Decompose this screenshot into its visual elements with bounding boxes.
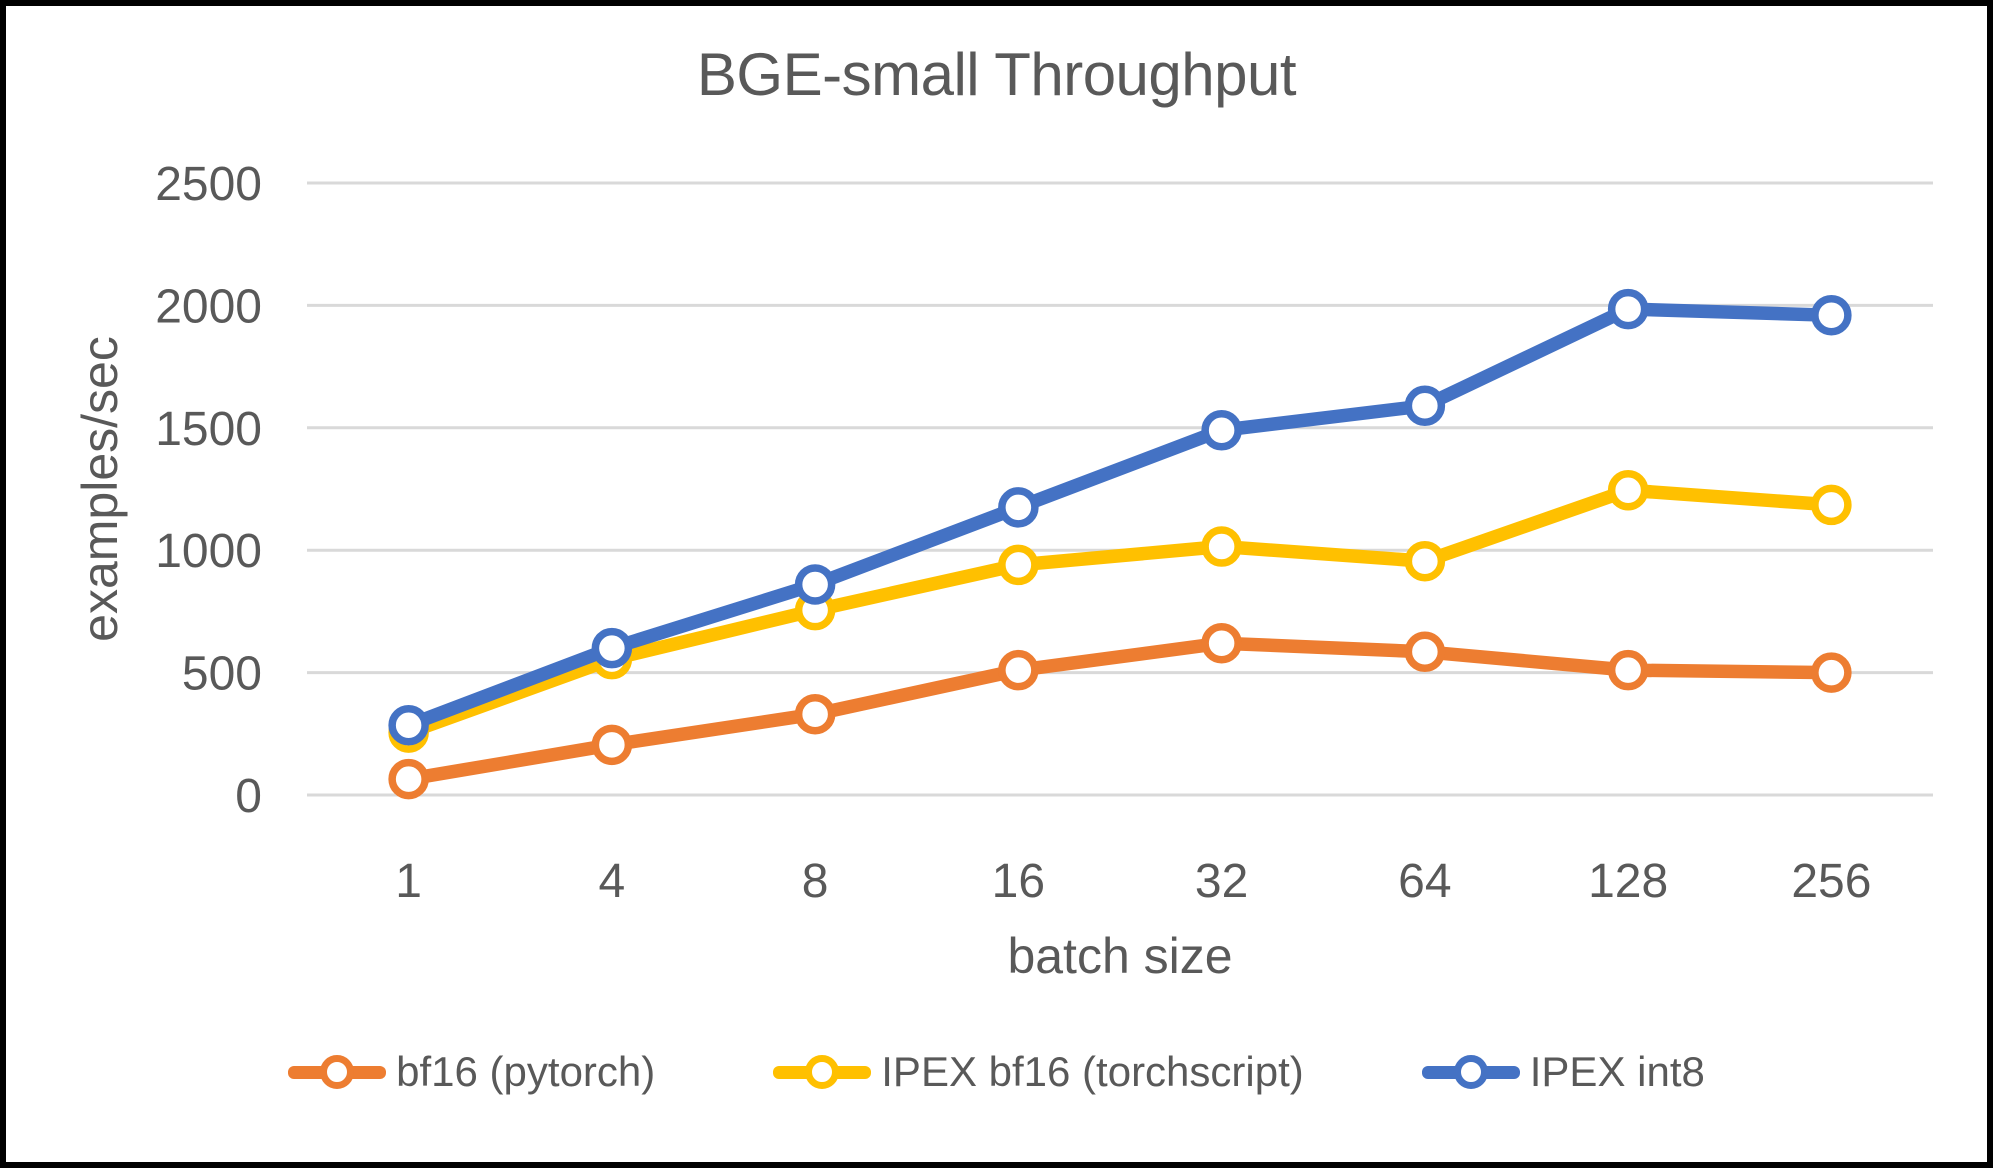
y-tick-label: 0 (235, 770, 262, 823)
legend-marker-icon (288, 1055, 387, 1089)
legend-item-ipex-bf16-torchscript: IPEX bf16 (torchscript) (773, 1048, 1304, 1096)
x-axis-title: batch size (1007, 928, 1233, 984)
series-line-ipex-bf16-torchscript (401, 483, 1839, 740)
y-tick-label: 1500 (155, 403, 262, 456)
data-point-bf16-pytorch (591, 724, 633, 766)
series-line-bf16-pytorch (401, 636, 1839, 786)
series-line-ipex-int8 (401, 302, 1839, 732)
data-point-ipex-int8 (1607, 288, 1649, 330)
data-point-bf16-pytorch (1811, 652, 1852, 693)
data-point-bf16-pytorch (388, 758, 429, 800)
data-point-ipex-bf16-torchscript (1201, 526, 1242, 567)
x-tick-label: 8 (802, 855, 829, 908)
y-tick-label: 500 (182, 648, 262, 701)
data-point-ipex-int8 (1201, 409, 1242, 451)
open-circle-icon (805, 1055, 840, 1089)
data-point-bf16-pytorch (1201, 622, 1242, 664)
x-tick-label: 4 (599, 855, 626, 908)
data-point-bf16-pytorch (794, 693, 836, 735)
x-tick-label: 1 (395, 855, 422, 908)
data-point-ipex-int8 (1811, 294, 1852, 336)
data-point-ipex-int8 (1404, 385, 1446, 427)
data-point-ipex-int8 (794, 564, 836, 605)
legend-label: IPEX int8 (1529, 1048, 1705, 1095)
open-circle-icon (320, 1055, 355, 1089)
x-tick-label: 256 (1791, 855, 1871, 908)
data-point-bf16-pytorch (1404, 631, 1446, 673)
legend-label: IPEX bf16 (torchscript) (881, 1048, 1304, 1095)
legend-marker-icon (1421, 1055, 1520, 1089)
data-point-ipex-int8 (591, 627, 633, 669)
chart-title: BGE-small Throughput (696, 41, 1297, 108)
x-tick-label: 64 (1398, 855, 1451, 908)
y-tick-label: 1000 (155, 525, 262, 578)
data-point-ipex-bf16-torchscript (1607, 469, 1649, 511)
data-point-bf16-pytorch (1607, 649, 1649, 691)
x-tick-label: 16 (992, 855, 1045, 908)
x-tick-label: 128 (1588, 855, 1668, 908)
data-point-ipex-bf16-torchscript (998, 544, 1039, 586)
legend-item-bf16-pytorch: bf16 (pytorch) (288, 1048, 655, 1096)
legend-label: bf16 (pytorch) (396, 1048, 656, 1095)
y-tick-label: 2500 (155, 158, 262, 211)
legend-marker-icon (773, 1055, 872, 1089)
open-circle-icon (1453, 1055, 1488, 1089)
data-point-ipex-bf16-torchscript (1404, 540, 1446, 582)
legend-item-ipex-int8: IPEX int8 (1421, 1048, 1705, 1096)
y-tick-label: 2000 (155, 280, 262, 333)
data-point-ipex-bf16-torchscript (1811, 484, 1852, 526)
data-point-ipex-int8 (388, 704, 429, 746)
data-point-ipex-int8 (998, 487, 1039, 528)
chart-legend: bf16 (pytorch) IPEX bf16 (torchscript) IPE… (0, 1048, 1993, 1096)
x-tick-label: 32 (1195, 855, 1248, 908)
data-point-bf16-pytorch (998, 649, 1039, 691)
